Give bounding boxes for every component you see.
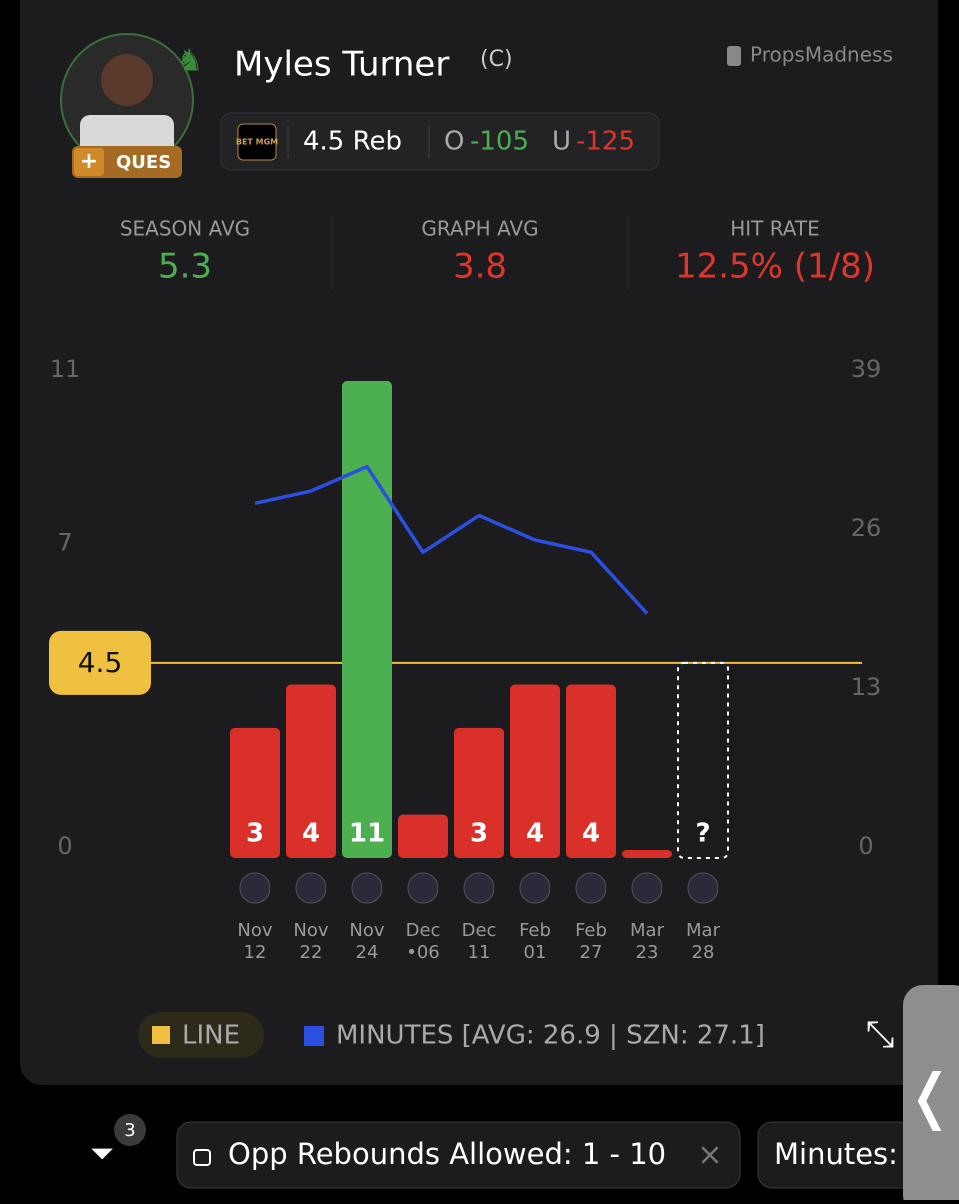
line-badge: [49, 630, 151, 695]
under-label: U: [552, 127, 571, 157]
stat-label: GRAPH AVG: [421, 217, 538, 241]
stat-label: HIT RATE: [730, 217, 820, 241]
pending-bar: [677, 661, 729, 860]
value-label: 11: [349, 819, 385, 849]
legend-label: MINUTES [AVG: 26.9 | SZN: 27.1]: [336, 1021, 765, 1051]
position: (C): [480, 47, 513, 72]
legend-chip[interactable]: [138, 1012, 264, 1058]
x-month: Nov: [237, 920, 272, 941]
filter-count: 3: [124, 1120, 135, 1141]
x-month: Mar: [686, 920, 721, 941]
value-label: 4: [582, 819, 600, 849]
bar: [398, 814, 448, 858]
side-tab[interactable]: [903, 985, 959, 1204]
filter-count-badge: [114, 1114, 146, 1146]
x-month: Nov: [293, 920, 328, 941]
book: BET MGM: [236, 138, 278, 147]
x-month: Nov: [349, 920, 384, 941]
y-tick-label: 11: [50, 355, 81, 383]
x-day: 12: [244, 942, 267, 963]
x-day: •06: [406, 942, 440, 963]
quote-line: 4.5 Reb: [303, 127, 402, 157]
x-day: 27: [580, 942, 603, 963]
legend-swatch: [304, 1026, 324, 1046]
y2-tick-label: 0: [858, 832, 873, 860]
brand: PropsMadness: [750, 43, 893, 67]
lock-icon: [193, 1149, 211, 1166]
value-label: 3: [246, 819, 264, 849]
team-logo: [407, 872, 439, 904]
bar: [286, 684, 336, 858]
x-month: Dec: [406, 920, 441, 941]
status: QUES: [116, 152, 171, 173]
minutes-line: [254, 464, 649, 615]
value-label: 4: [526, 819, 544, 849]
y-tick-label: 7: [57, 528, 72, 556]
x-day: 01: [524, 942, 547, 963]
line-value: 4.5: [78, 646, 123, 679]
side-tab-arrow: ❬: [905, 1062, 955, 1132]
y2-tick-label: 39: [851, 355, 882, 383]
book-logo: [237, 123, 277, 161]
team-logo: [519, 872, 551, 904]
collapse-icon[interactable]: ⤡: [866, 1014, 895, 1055]
x-day: 11: [468, 942, 491, 963]
legend-swatch: [152, 1026, 170, 1044]
legend-label: LINE: [182, 1021, 240, 1051]
filter-icon[interactable]: ⏷: [90, 1137, 114, 1172]
bar: [566, 684, 616, 858]
value-label: ?: [695, 819, 710, 849]
x-month: Mar: [630, 920, 665, 941]
team-logo: [239, 872, 271, 904]
stat-value: 3.8: [453, 247, 507, 287]
bar: [230, 727, 280, 858]
over-odds: -105: [470, 127, 529, 157]
player-name: Myles Turner: [234, 45, 449, 85]
bar: [342, 381, 392, 858]
y2-tick-label: 26: [851, 514, 882, 542]
avatar-face: [101, 54, 153, 106]
value-label: 4: [302, 819, 320, 849]
bar: [622, 850, 672, 858]
x-day: 28: [692, 942, 715, 963]
stat-value: 12.5% (1/8): [675, 247, 875, 287]
x-month: Dec: [462, 920, 497, 941]
filter-label: Minutes:: [774, 1137, 898, 1171]
plus-icon: +: [80, 149, 98, 174]
quote-box: [220, 112, 660, 171]
team-logo: [295, 872, 327, 904]
value-label: 3: [470, 819, 488, 849]
team-logo: [687, 872, 719, 904]
stat-value: 5.3: [158, 247, 212, 287]
stat-label: SEASON AVG: [120, 217, 250, 241]
x-month: Feb: [575, 920, 607, 941]
team-logo: [351, 872, 383, 904]
under-odds: -125: [576, 127, 635, 157]
team-logo: [575, 872, 607, 904]
remove-filter[interactable]: ×: [697, 1138, 722, 1173]
status-icon: [74, 148, 104, 176]
bar: [510, 684, 560, 858]
filter-label: Opp Rebounds Allowed: 1 - 10: [228, 1137, 666, 1171]
x-day: 22: [300, 942, 323, 963]
y2-tick-label: 13: [851, 673, 882, 701]
team-logo: [631, 872, 663, 904]
team-logo: ♞: [177, 44, 204, 79]
over-label: O: [444, 127, 464, 157]
team-logo: [463, 872, 495, 904]
y-tick-label: 0: [57, 832, 72, 860]
brand-logo: [727, 46, 741, 66]
x-day: 23: [636, 942, 659, 963]
x-day: 24: [356, 942, 379, 963]
x-month: Feb: [519, 920, 551, 941]
filter-chip[interactable]: [176, 1121, 741, 1189]
bar: [454, 727, 504, 858]
